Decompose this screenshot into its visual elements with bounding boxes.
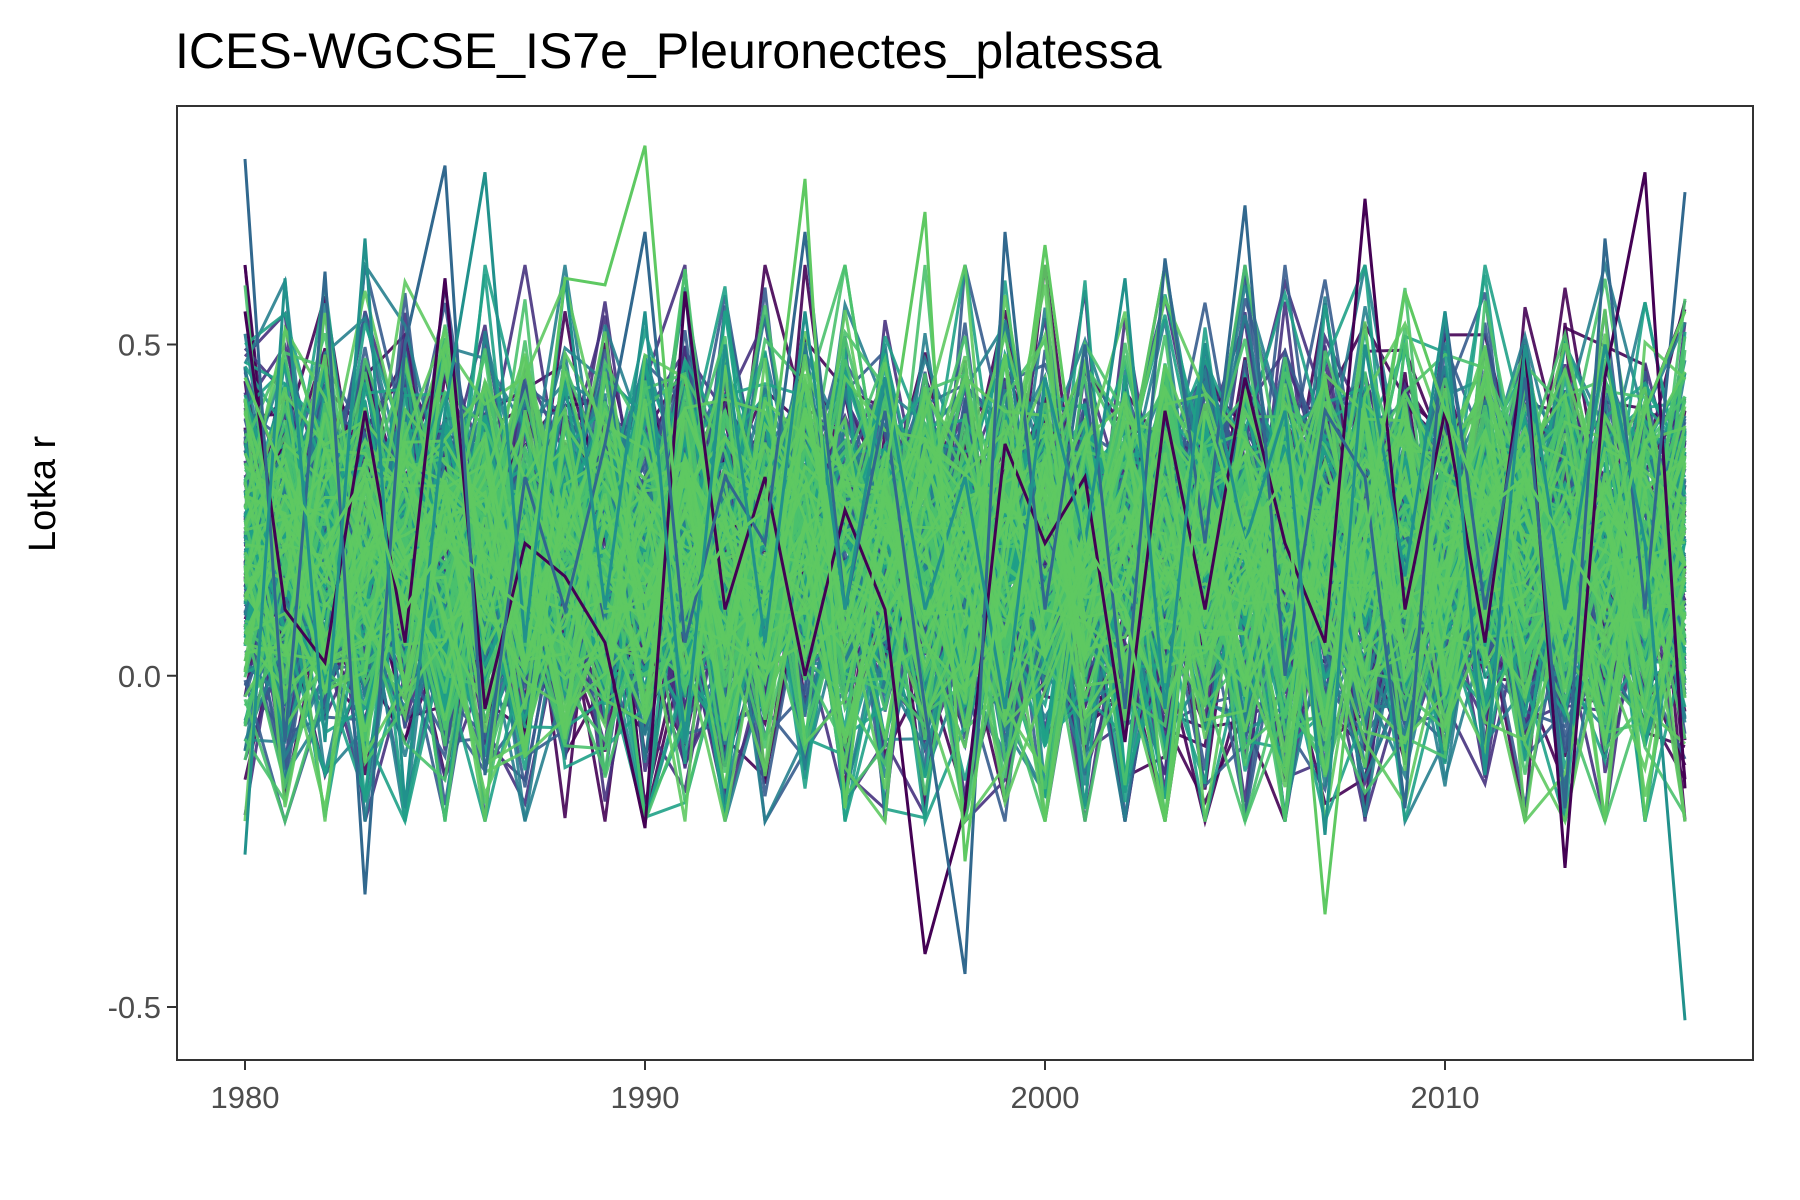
series-line — [244, 264, 1687, 722]
series-line — [243, 406, 1687, 771]
axes: -0.5 0.0 0.5 1980 1990 2000 2010 — [108, 328, 1480, 1116]
series-line — [243, 325, 1687, 732]
y-tick-label: 0.5 — [118, 328, 161, 363]
chart-title: ICES-WGCSE_IS7e_Pleuronectes_platessa — [175, 23, 1162, 79]
y-tick-label: 0.0 — [118, 659, 161, 694]
series-line-outlier — [243, 172, 1687, 1021]
series-line — [244, 309, 1687, 822]
series-line — [243, 294, 1687, 675]
series-line — [243, 333, 1687, 740]
series-line — [244, 264, 1686, 730]
series-line — [243, 331, 1687, 780]
series-line-outlier — [243, 145, 1687, 915]
series-lines — [243, 145, 1687, 1021]
series-line — [243, 311, 1687, 731]
y-tick-label: -0.5 — [108, 990, 161, 1025]
x-tick-label: 2010 — [1411, 1080, 1480, 1115]
series-line — [243, 278, 1687, 822]
series-line — [243, 357, 1687, 809]
x-tick-label: 2000 — [1011, 1080, 1080, 1115]
series-line — [243, 339, 1687, 821]
series-line — [243, 355, 1686, 745]
x-tick-label: 1990 — [611, 1080, 680, 1115]
series-line — [244, 399, 1686, 746]
series-line — [243, 321, 1687, 822]
series-line — [244, 300, 1687, 796]
x-tick-label: 1980 — [211, 1080, 280, 1115]
series-line — [244, 264, 1687, 822]
